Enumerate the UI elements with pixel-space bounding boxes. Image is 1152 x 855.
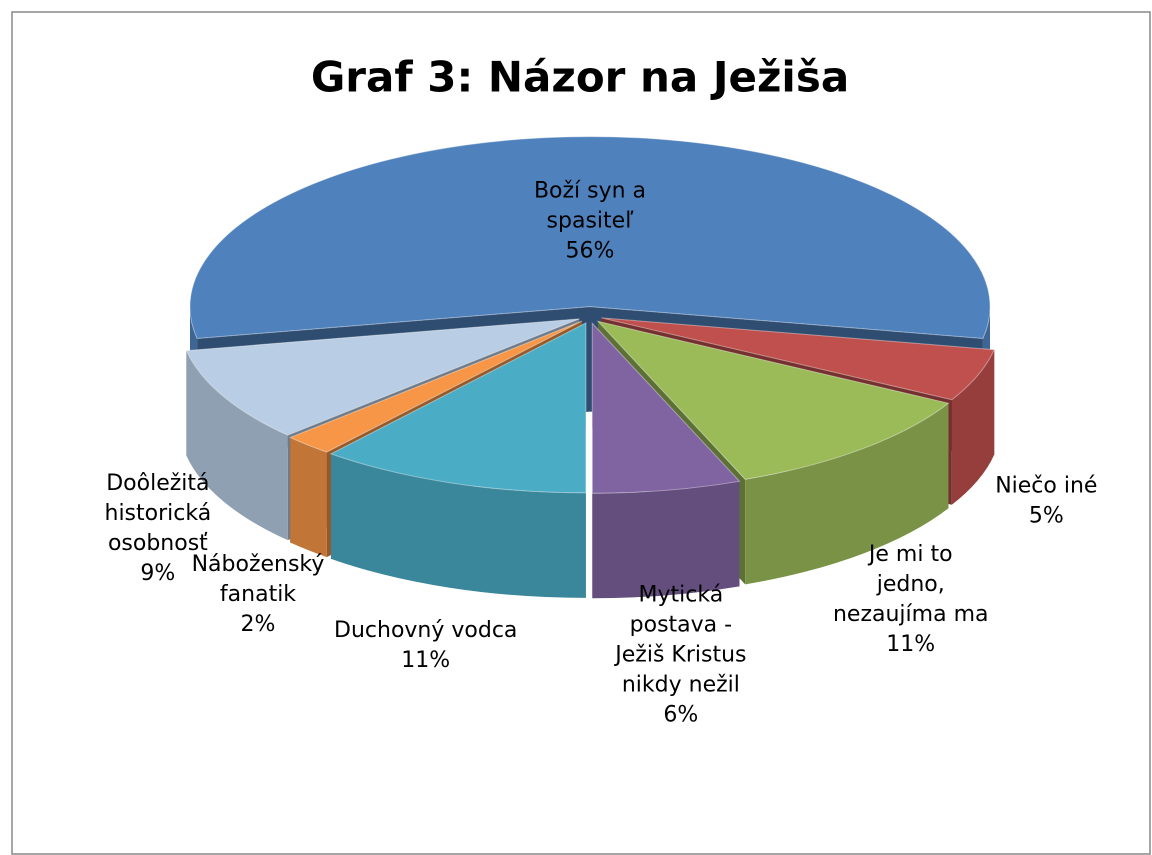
data-label: Je mi to jedno, nezaujíma ma bbox=[833, 542, 989, 627]
chart-title: Graf 3: Názor na Ježiša bbox=[311, 53, 849, 102]
value-label: 11% bbox=[401, 648, 450, 673]
slice-wall bbox=[290, 437, 327, 558]
pie-slice bbox=[596, 320, 950, 480]
slice-tops bbox=[185, 136, 995, 494]
slice-wall bbox=[186, 350, 288, 541]
data-label: Náboženský fanatik bbox=[192, 552, 325, 607]
value-label: 11% bbox=[886, 632, 935, 657]
pie-slice bbox=[601, 317, 995, 401]
value-label: 6% bbox=[663, 703, 698, 728]
data-label: Mytická postava -Ježiš Kristus nikdy nežil bbox=[613, 583, 746, 698]
data-label: Boží syn a spasiteľ bbox=[534, 179, 646, 234]
value-label: 9% bbox=[140, 561, 175, 586]
slice-wall bbox=[745, 403, 949, 585]
data-label: Duchovný vodca bbox=[334, 618, 517, 643]
value-label: 2% bbox=[241, 612, 276, 637]
slice-wall bbox=[330, 453, 586, 598]
slice-walls bbox=[186, 306, 995, 599]
pie-slice bbox=[329, 322, 587, 494]
pie-slice bbox=[288, 320, 583, 453]
data-label: Niečo iné bbox=[995, 473, 1097, 498]
value-label: 56% bbox=[566, 239, 615, 264]
slice-wall bbox=[951, 349, 995, 505]
pie-slice bbox=[185, 318, 580, 436]
pie-slice bbox=[189, 136, 991, 339]
value-label: 5% bbox=[1029, 503, 1064, 528]
data-label: Doôležitá historická osobnosť bbox=[105, 471, 212, 556]
slice-wall bbox=[592, 481, 740, 599]
pie-slice bbox=[591, 321, 741, 494]
